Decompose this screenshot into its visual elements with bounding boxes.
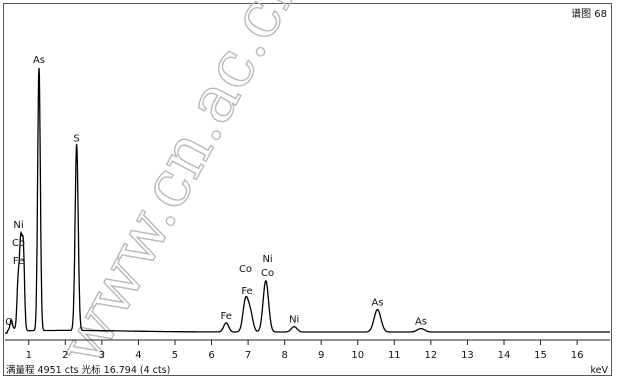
- peak-label-ni-9: Ni: [262, 254, 272, 265]
- x-tick-label-3: 3: [99, 350, 105, 361]
- peak-label-co-10: Co: [261, 268, 274, 279]
- x-tick-label-14: 14: [498, 350, 511, 361]
- peak-label-as-13: As: [415, 317, 427, 328]
- peak-label-fe-6: Fe: [221, 311, 232, 322]
- peak-labels: O Fe Co Ni As S Fe Co Fe Ni Co Ni As As: [5, 55, 427, 328]
- peak-label-s-5: S: [73, 134, 79, 145]
- peak-label-as-4: As: [33, 55, 45, 66]
- peak-label-o-0: O: [5, 317, 13, 328]
- peak-label-fe-8: Fe: [241, 286, 252, 297]
- x-tick-label-8: 8: [281, 350, 287, 361]
- x-tick-label-4: 4: [135, 350, 141, 361]
- peak-label-as-12: As: [371, 298, 383, 309]
- peak-label-co-2: Co: [12, 238, 25, 249]
- peak-label-fe-1: Fe: [13, 256, 24, 267]
- x-tick-label-16: 16: [571, 350, 584, 361]
- x-tick-label-7: 7: [245, 350, 251, 361]
- spectrum-label: 谱图 68: [571, 7, 607, 20]
- peak-label-ni-11: Ni: [289, 315, 299, 326]
- x-tick-label-6: 6: [208, 350, 214, 361]
- chart-border: [3, 3, 612, 376]
- x-tick-label-12: 12: [425, 350, 438, 361]
- peak-label-ni-3: Ni: [13, 220, 23, 231]
- x-tick-label-11: 11: [388, 350, 401, 361]
- x-tick-label-10: 10: [351, 350, 364, 361]
- peak-label-co-7: Co: [239, 264, 252, 275]
- x-tick-label-9: 9: [318, 350, 324, 361]
- x-unit-label: keV: [590, 365, 608, 376]
- x-tick-label-13: 13: [461, 350, 474, 361]
- x-tick-label-1: 1: [26, 350, 32, 361]
- x-tick-label-2: 2: [62, 350, 68, 361]
- x-tick-label-5: 5: [172, 350, 178, 361]
- status-text: 满量程 4951 cts 光标 16.794 (4 cts): [6, 364, 170, 376]
- spectrum-line: [5, 67, 610, 334]
- x-ticks: 1 2 3 4 5 6 7 8 9 10 11 12 13 14 15 16: [26, 340, 584, 361]
- x-tick-label-15: 15: [534, 350, 547, 361]
